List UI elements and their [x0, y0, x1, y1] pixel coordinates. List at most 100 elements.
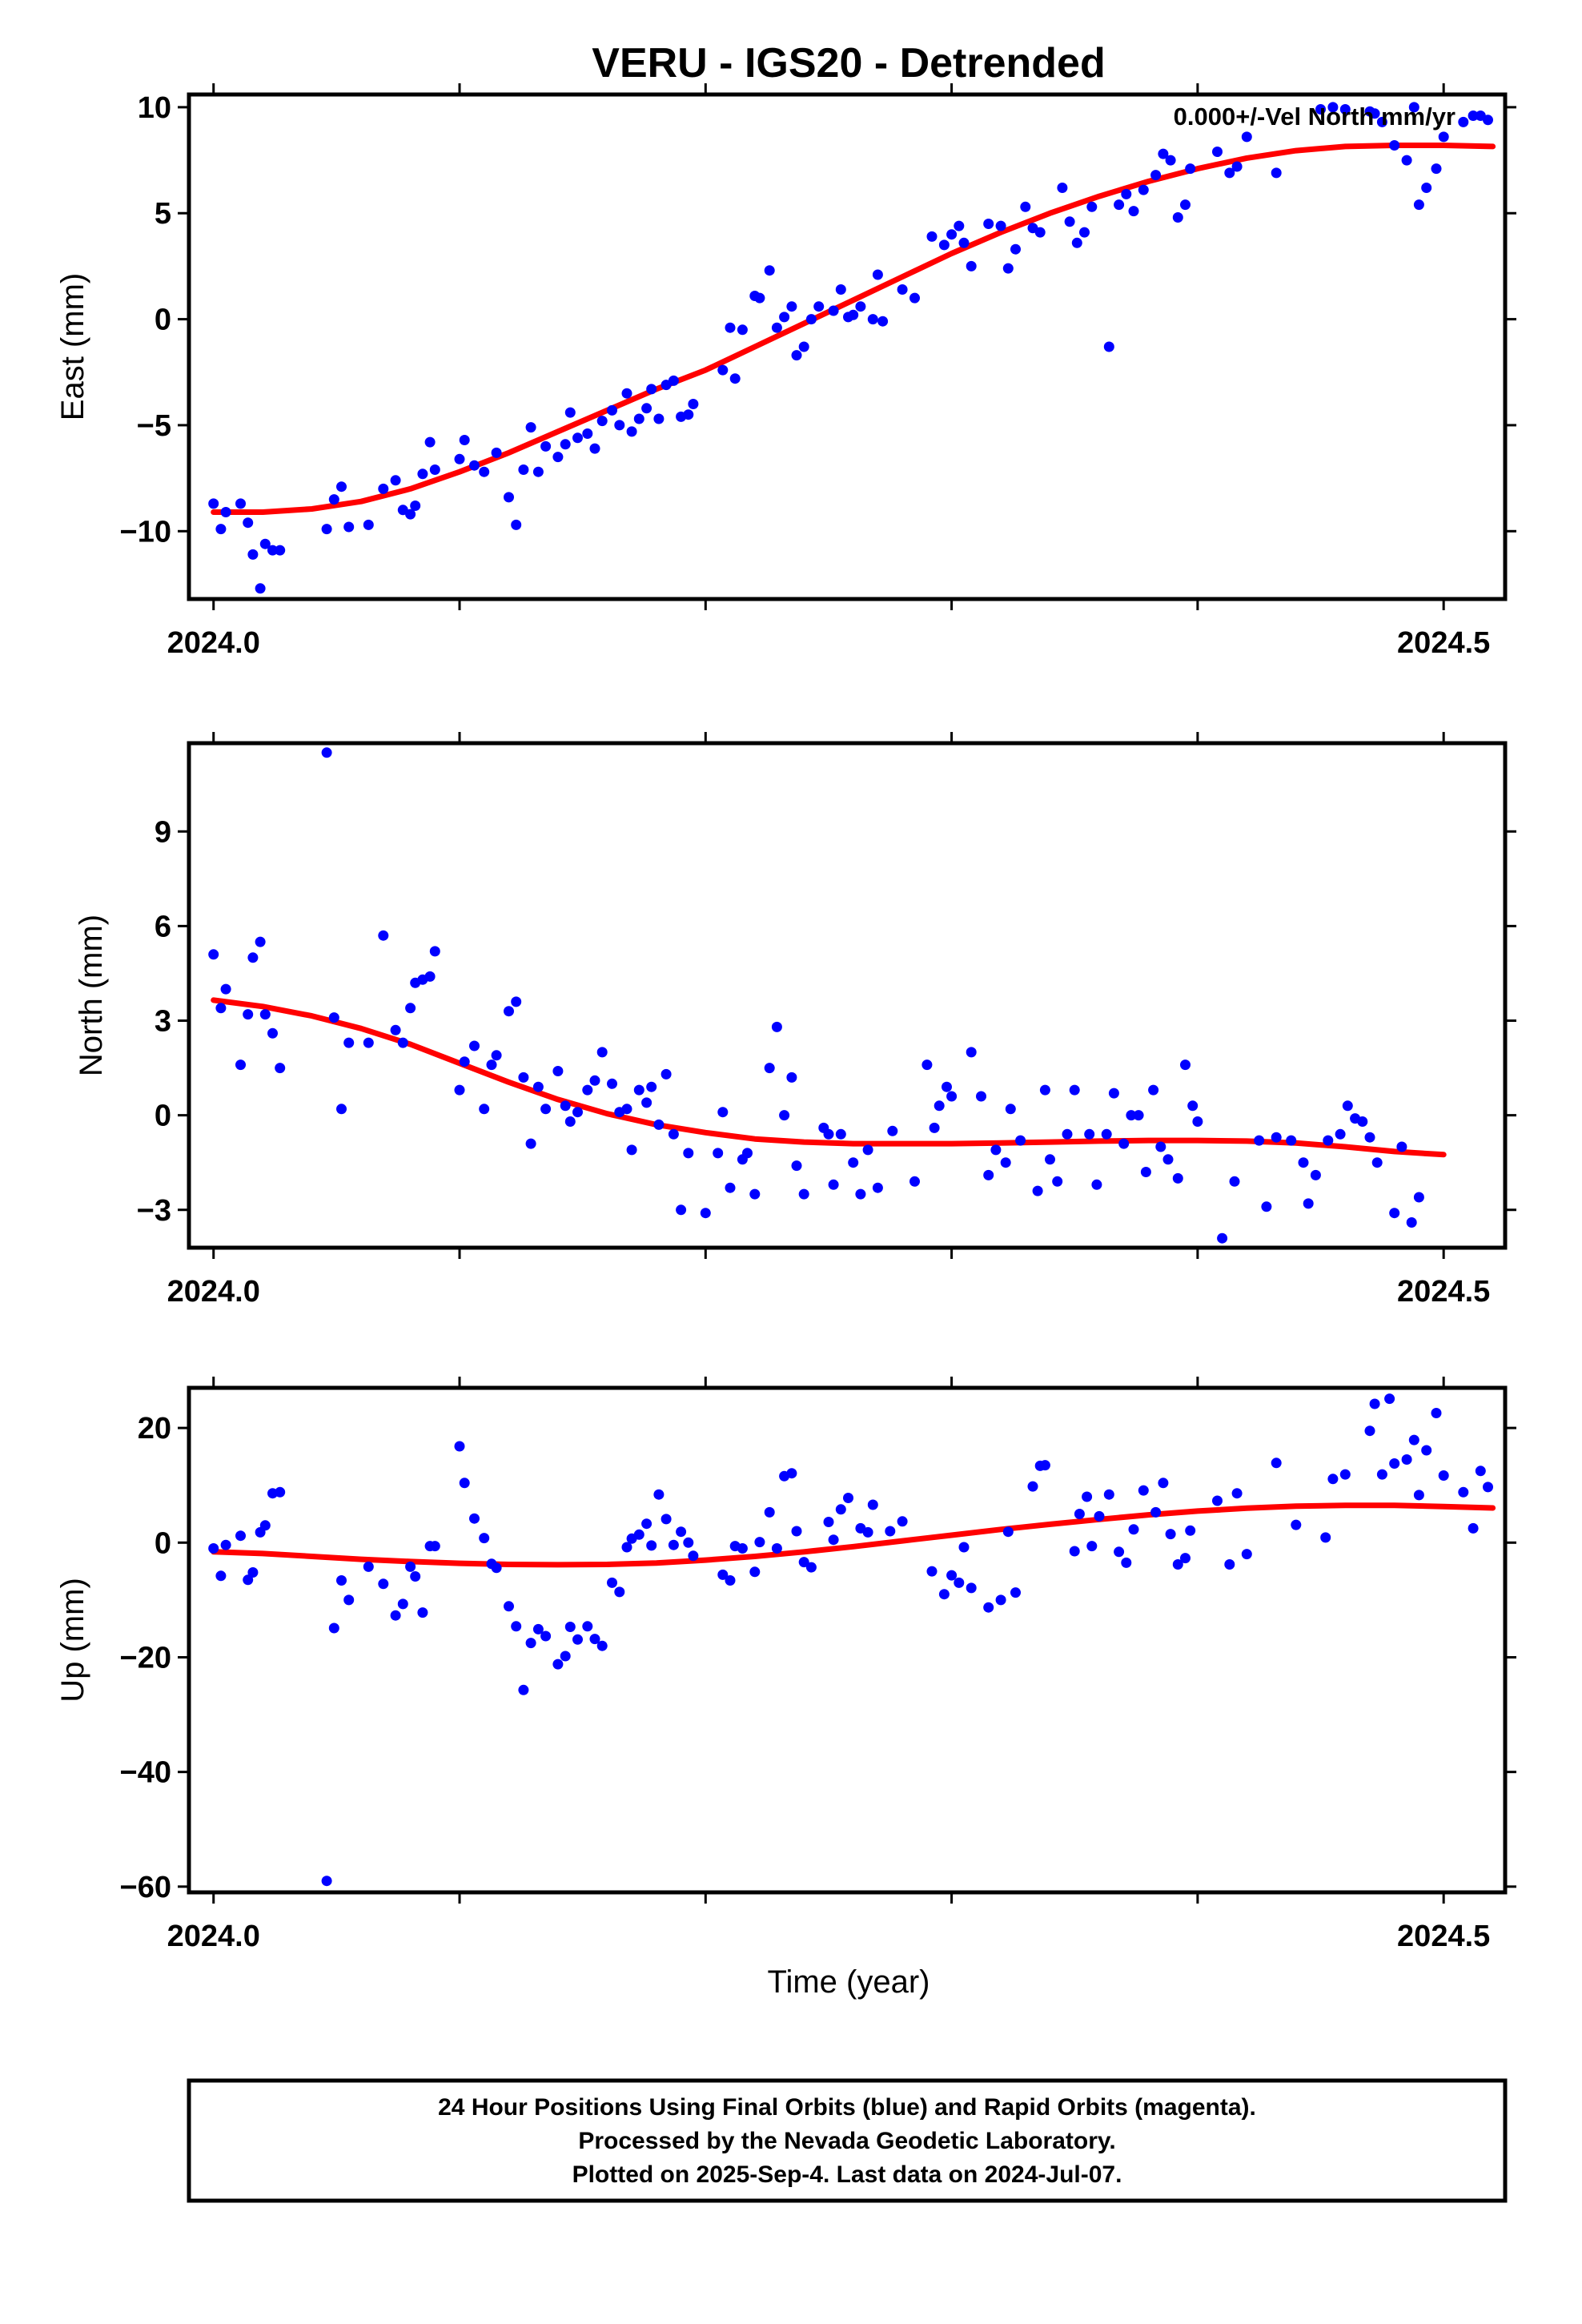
data-point: [1376, 1469, 1387, 1480]
data-point: [491, 1050, 502, 1061]
data-point: [1010, 243, 1021, 255]
data-point: [983, 1169, 994, 1180]
data-point: [1327, 102, 1339, 113]
data-point: [1212, 147, 1223, 157]
data-point: [779, 312, 790, 323]
data-point: [1286, 1135, 1297, 1146]
data-point: [1303, 1198, 1314, 1209]
data-point: [958, 237, 970, 248]
data-point: [614, 420, 625, 431]
data-point: [1121, 188, 1132, 199]
data-point: [621, 1542, 632, 1553]
data-point: [321, 524, 332, 535]
data-point: [560, 1100, 571, 1112]
data-point: [582, 1084, 593, 1096]
data-point: [208, 1543, 219, 1554]
data-point: [791, 1526, 802, 1537]
data-point: [247, 952, 259, 963]
caption-line-3: Plotted on 2025-Sep-4. Last data on 2024…: [572, 2161, 1122, 2188]
data-point: [1114, 1546, 1125, 1558]
data-point: [328, 1622, 339, 1634]
data-point: [424, 436, 436, 448]
panel-north-ticks: 2024.0 2024.5 9 6 3 0 −3: [137, 732, 1516, 1309]
data-point: [1128, 1524, 1139, 1535]
data-point: [1254, 1135, 1265, 1146]
data-point: [1103, 1489, 1114, 1500]
data-point: [1408, 1434, 1419, 1445]
data-point: [491, 1562, 502, 1574]
data-point: [1118, 1138, 1130, 1149]
data-point: [486, 1059, 497, 1071]
data-point: [208, 949, 219, 960]
data-point: [885, 1526, 896, 1537]
data-point: [1310, 1169, 1321, 1180]
data-point: [552, 1659, 564, 1670]
data-point: [717, 1107, 729, 1118]
data-point: [1376, 116, 1387, 127]
data-point: [897, 1516, 908, 1527]
data-point: [621, 388, 632, 399]
data-point: [828, 1534, 839, 1546]
data-point: [742, 1148, 753, 1159]
data-point: [966, 1047, 977, 1058]
data-point: [1468, 111, 1479, 121]
data-point: [633, 1084, 644, 1096]
data-point: [1431, 1408, 1442, 1418]
data-point: [1126, 1110, 1137, 1121]
data-point: [1389, 140, 1400, 151]
data-point: [247, 1567, 259, 1578]
data-point: [862, 1526, 873, 1538]
data-point: [410, 501, 421, 511]
data-point: [564, 407, 576, 418]
data-point: [459, 1478, 470, 1489]
data-point: [525, 1138, 536, 1149]
data-point: [479, 466, 490, 477]
y-tick-label: −20: [120, 1641, 171, 1675]
data-point: [552, 1066, 564, 1076]
panel-east-frame: [187, 92, 1508, 601]
data-point: [725, 322, 736, 333]
data-point: [1094, 1510, 1105, 1522]
y-tick-label: 3: [155, 1005, 171, 1039]
data-point: [661, 1514, 672, 1525]
x-tick-label: 2024.5: [1397, 1920, 1490, 1953]
data-point: [572, 1107, 583, 1118]
data-point: [518, 1072, 529, 1083]
data-point: [1064, 216, 1075, 227]
data-point: [1342, 1100, 1353, 1112]
data-point: [823, 1128, 834, 1140]
data-point: [363, 1561, 374, 1572]
data-point: [540, 440, 552, 452]
data-point: [454, 453, 465, 464]
data-point: [243, 1574, 254, 1586]
data-point: [1101, 1128, 1112, 1140]
data-point: [1079, 227, 1090, 238]
data-point: [321, 747, 332, 758]
panel-east-points: [208, 102, 1493, 594]
data-point: [564, 1116, 576, 1127]
data-point: [1091, 1179, 1102, 1190]
data-point: [1074, 1509, 1085, 1519]
panel-north-fit: [211, 997, 1447, 1158]
data-point: [275, 1063, 286, 1074]
panel-up: 2024.0 2024.5 20 0 −20 −40 −60 Up (mm): [55, 1377, 1516, 1953]
panel-east-ticks: 2024.0 2024.5 10 5 0 −5 −10: [120, 83, 1516, 660]
data-point: [504, 1601, 514, 1612]
data-point: [1364, 1425, 1375, 1437]
data-point: [582, 1621, 593, 1632]
data-point: [676, 1526, 687, 1538]
data-point: [1165, 1529, 1176, 1540]
data-point: [1138, 1485, 1149, 1496]
data-point: [1187, 1100, 1199, 1112]
fit-curve: [211, 997, 1447, 1158]
data-point: [1128, 206, 1139, 217]
data-point: [1005, 1104, 1016, 1115]
data-point: [771, 1021, 782, 1032]
data-point: [336, 481, 347, 493]
data-point: [855, 301, 866, 312]
panel-east-fit: [211, 143, 1496, 515]
data-point: [737, 1543, 748, 1554]
data-point: [1015, 1135, 1026, 1146]
data-point: [1086, 201, 1098, 212]
panel-north-points: [208, 747, 1424, 1244]
